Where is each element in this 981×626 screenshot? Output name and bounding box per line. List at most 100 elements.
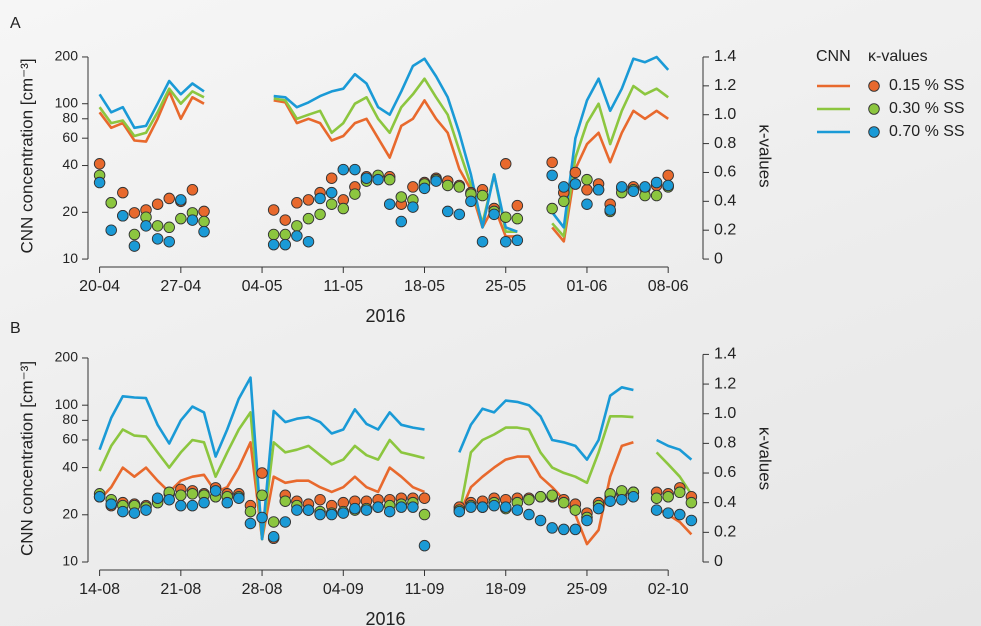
cnn-line [98, 411, 693, 541]
kappa-point [325, 186, 338, 199]
y-tick-label: 60 [62, 431, 78, 447]
kappa-point [395, 215, 408, 228]
y2-tick-label: 1.0 [714, 106, 736, 123]
kappa-point [151, 233, 164, 245]
kappa-point [198, 215, 210, 228]
kappa-point [302, 504, 315, 516]
kappa-point [349, 502, 361, 515]
kappa-point [244, 517, 257, 530]
legend: CNN κ-values 0.15 % SS 0.30 % SS 0.70 % SS [816, 48, 965, 140]
kappa-point [279, 214, 292, 226]
kappa-point [117, 210, 129, 222]
kappa-point [186, 488, 199, 500]
y2-tick-label: 0.8 [714, 135, 736, 152]
panel: B 2016 CNN concentration [cm⁻³] κ-values 10 2… [10, 320, 775, 626]
kappa-point [476, 235, 489, 248]
kappa-point [558, 195, 570, 208]
y2-tick-label: 0.8 [714, 435, 736, 452]
kappa-point [302, 194, 315, 206]
kappa-point [592, 184, 605, 196]
kappa-point [546, 489, 558, 502]
kappa-point [383, 505, 396, 518]
kappa-point [650, 176, 663, 189]
kappa-point [441, 205, 454, 218]
x-tick-label: 14-08 [79, 581, 120, 598]
kappa-point [175, 499, 187, 512]
kappa-point [314, 493, 326, 506]
cnn-line [98, 55, 670, 233]
kappa-point [650, 492, 663, 504]
x-tick-label: 25-09 [567, 581, 608, 598]
kappa-point [616, 181, 628, 193]
kappa-point [198, 205, 210, 218]
kappa-point [407, 501, 419, 513]
x-tick-label: 28-08 [242, 581, 283, 598]
x-tick-label: 25-05 [485, 278, 526, 295]
kappa-point [279, 228, 292, 241]
kappa-point [314, 192, 326, 205]
kappa-point [546, 156, 558, 169]
kappa-point [674, 508, 686, 521]
kappa-point [523, 508, 535, 521]
kappa-point [488, 208, 500, 221]
y2-tick-label: 0 [714, 250, 723, 267]
kappa-point [569, 166, 582, 179]
kappa-point [639, 181, 651, 193]
kappa-point [163, 235, 175, 248]
kappa-point [267, 204, 280, 216]
kappa-point [558, 181, 570, 193]
kappa-point [407, 201, 419, 213]
y-tick-label: 200 [55, 349, 79, 365]
kappa-point [627, 491, 640, 503]
kappa-point [105, 224, 117, 236]
y2-tick-label: 0 [714, 553, 723, 570]
kappa-point [349, 163, 361, 176]
kappa-point [546, 202, 558, 215]
kappa-point [175, 489, 187, 502]
kappa-point [604, 495, 616, 507]
kappa-point [186, 499, 199, 512]
kappa-point [441, 179, 454, 192]
y-tick-label: 80 [62, 109, 78, 125]
kappa-point [244, 505, 257, 518]
kappa-point [499, 158, 512, 170]
y2-tick-label: 0.6 [714, 464, 736, 481]
x-tick-label: 20-04 [79, 278, 120, 295]
kappa-point [337, 202, 350, 215]
kappa-point [360, 504, 373, 516]
kappa-point [372, 173, 384, 186]
kappa-point [302, 235, 315, 248]
kappa-point [360, 172, 373, 184]
kappa-point [256, 467, 268, 479]
y-tick-label: 200 [55, 48, 79, 64]
kappa-point [128, 507, 141, 519]
legend-marker [868, 103, 880, 115]
kappa-point [465, 195, 477, 208]
kappa-point [592, 502, 605, 515]
legend-label: 0.15 % SS [889, 77, 965, 94]
y2-axis-title: κ-values [756, 427, 775, 490]
kappa-point [186, 214, 199, 226]
kappa-point [175, 212, 187, 225]
kappa-point [198, 225, 210, 238]
kappa-point [337, 163, 350, 176]
legend-title: CNN [816, 48, 851, 65]
kappa-point [453, 208, 466, 221]
kappa-point [314, 508, 326, 521]
y-tick-label: 100 [55, 94, 79, 110]
kappa-point [128, 228, 141, 241]
kappa-point [117, 505, 129, 518]
kappa-point [267, 228, 280, 241]
kappa-point [186, 184, 199, 196]
kappa-point [267, 238, 280, 251]
kappa-point [650, 189, 663, 202]
kappa-point [279, 495, 292, 507]
kappa-point [105, 498, 117, 510]
kappa-point [581, 514, 593, 527]
kappa-point [604, 204, 616, 216]
kappa-point [151, 198, 164, 210]
kappa-point [558, 496, 570, 509]
y-axis-title: CNN concentration [cm⁻³] [17, 361, 36, 556]
